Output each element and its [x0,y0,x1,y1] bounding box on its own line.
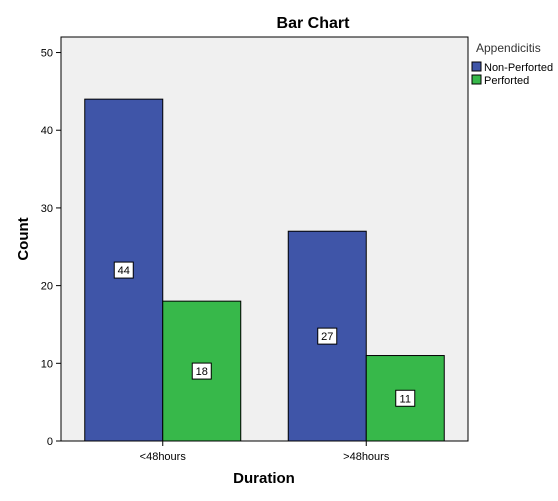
legend-label: Non-Perforted [484,62,553,74]
x-axis-ticks: <48hours >48hours [140,441,390,463]
x-tick-label: <48hours [140,451,187,463]
data-label: 11 [400,393,411,405]
data-label-box [191,362,212,380]
data-label: 27 [321,331,333,343]
data-label: 44 [118,265,130,277]
data-label-box [395,389,416,407]
x-tick-label: >48hours [343,451,390,463]
y-tick-label: 0 [47,436,53,448]
data-label: 18 [196,366,208,378]
y-axis-ticks: 0 10 20 30 40 50 [41,48,61,448]
bars [84,98,445,442]
y-tick-label: 10 [41,358,53,370]
legend-swatch [471,61,482,72]
legend-swatch [471,74,482,85]
y-tick-label: 30 [41,203,53,215]
x-axis-title: Duration [233,470,295,487]
chart-title: Bar Chart [277,15,351,32]
data-label-box [317,327,338,345]
y-tick-label: 40 [41,125,53,137]
y-tick-label: 50 [41,48,53,60]
y-tick-label: 20 [41,281,53,293]
legend-title: Appendicitis [476,41,541,55]
data-labels: 44 18 27 11 [113,261,416,407]
y-axis-title: Count [15,217,32,260]
legend-label: Perforted [484,75,529,87]
data-label-box [113,261,134,279]
